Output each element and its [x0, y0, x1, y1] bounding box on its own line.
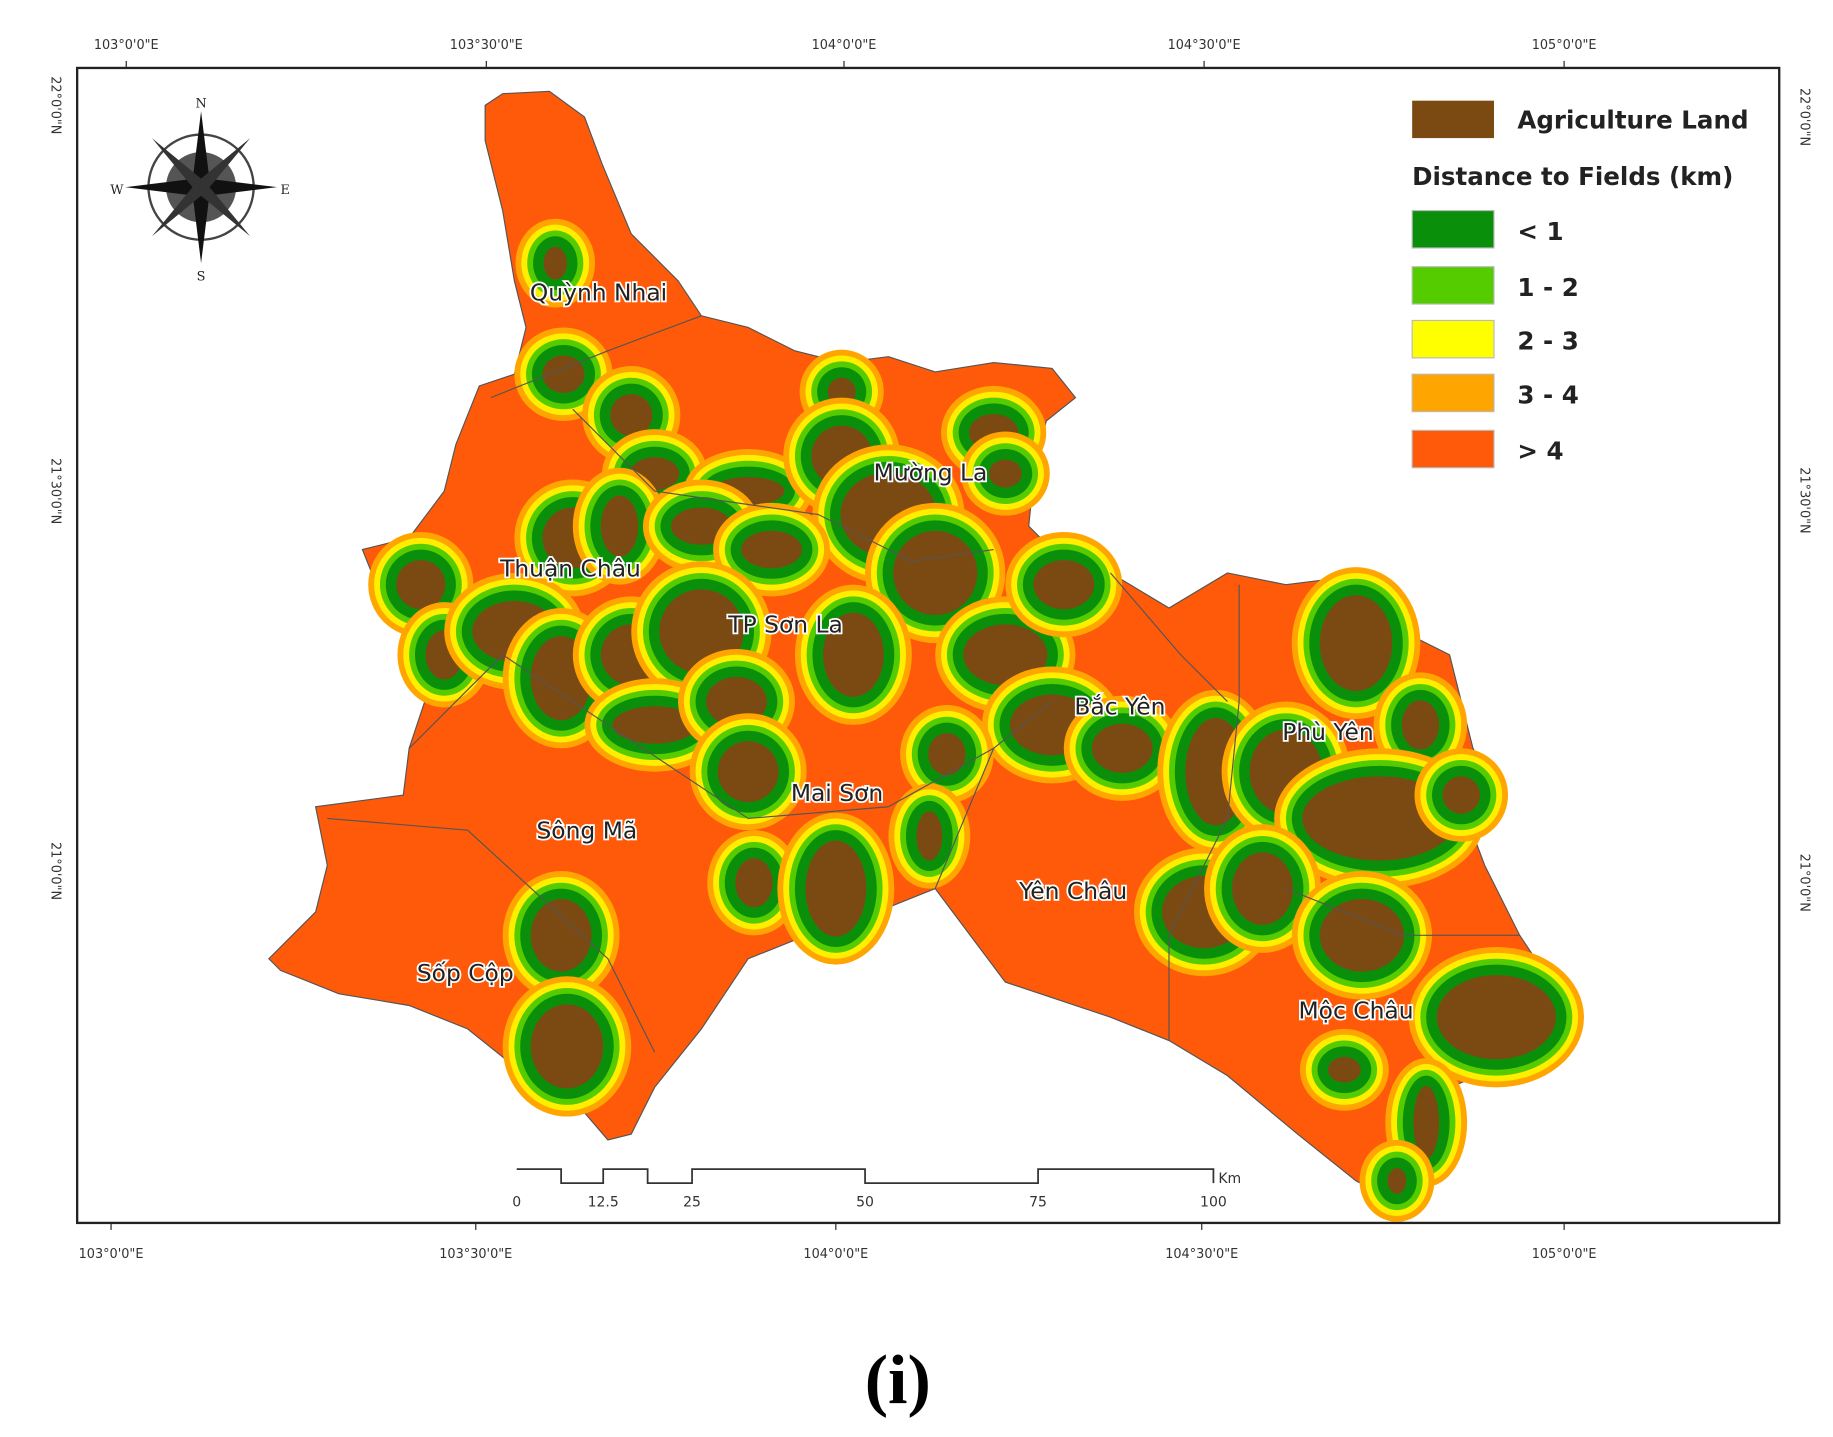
zone [1319, 899, 1404, 972]
caption: (i) [865, 1341, 931, 1419]
zone [1387, 1167, 1407, 1194]
zone [1091, 723, 1153, 773]
graticule-label: 104°30'0"E [1165, 1247, 1238, 1262]
legend-title: Distance to Fields (km) [1412, 162, 1733, 191]
zone [805, 840, 867, 937]
compass-label: E [281, 183, 290, 198]
legend-swatch [1411, 429, 1495, 469]
district-label: Sông Mã [536, 816, 637, 844]
scale-label: 50 [856, 1195, 874, 1211]
scale-label: 0 [512, 1195, 521, 1211]
legend-swatch [1411, 266, 1495, 305]
compass-label: S [197, 270, 206, 285]
zone [893, 530, 978, 616]
zone [612, 706, 697, 744]
district-label: Sốp Cộp [417, 959, 514, 987]
legend-label: Agriculture Land [1517, 106, 1748, 135]
district-label: Thuận Châu [499, 554, 641, 582]
zone [822, 612, 884, 697]
district-label: Yên Châu [1018, 877, 1127, 905]
compass-label: N [195, 97, 206, 112]
graticule-label: 22°0'0"N [1796, 88, 1811, 146]
district-label: Phù Yên [1282, 718, 1374, 746]
zone [735, 858, 773, 908]
zone [610, 394, 653, 437]
district-label: Mường La [874, 459, 988, 487]
scale-unit: Km [1218, 1171, 1241, 1187]
scale-label: 25 [683, 1195, 701, 1211]
scale-label: 100 [1200, 1195, 1227, 1211]
legend-label: > 4 [1517, 437, 1563, 466]
legend-swatch [1411, 373, 1495, 413]
graticule-label: 103°0'0"E [79, 1247, 144, 1262]
zone [741, 530, 802, 569]
zone [1442, 776, 1480, 814]
legend-swatch [1411, 209, 1495, 249]
compass-label: W [110, 183, 124, 198]
district-borders [327, 315, 1520, 1053]
zone [928, 733, 966, 776]
legend-label: 2 - 3 [1517, 327, 1578, 356]
graticule-label: 104°30'0"E [1168, 38, 1241, 53]
zone [543, 246, 567, 280]
zone [963, 624, 1048, 686]
zone [530, 899, 592, 972]
zone [1033, 560, 1095, 610]
graticule-label: 105°0'0"E [1532, 1247, 1597, 1262]
graticule-label: 21°0'0"N [47, 842, 62, 900]
graticule-label: 21°0'0"N [1796, 854, 1811, 912]
scale-label: 75 [1029, 1195, 1047, 1211]
zone [1436, 975, 1556, 1060]
zone [916, 811, 943, 861]
graticule-label: 103°30'0"E [450, 38, 523, 53]
legend-label: 3 - 4 [1517, 380, 1578, 409]
graticule-label: 21°30'0"N [47, 458, 62, 524]
district-label: Mộc Châu [1299, 996, 1414, 1024]
graticule-label: 21°30'0"N [1796, 467, 1811, 533]
legend: Agriculture Land Distance to Fields (km) [1412, 100, 1749, 191]
legend-label: 1 - 2 [1517, 273, 1578, 302]
zone [396, 560, 446, 610]
district-label: TP Sơn La [727, 611, 843, 639]
zone [1401, 700, 1440, 750]
distance-zones [368, 218, 1585, 1222]
zone [988, 459, 1022, 488]
zone [1327, 1056, 1361, 1083]
graticule-label: 104°0'0"E [812, 38, 877, 53]
legend-label: < 1 [1517, 217, 1563, 246]
zone [717, 741, 779, 803]
scale-bar [516, 1168, 1215, 1185]
graticule-label: 103°0'0"E [94, 38, 159, 53]
scale-label: 12.5 [588, 1195, 619, 1211]
graticule-label: 103°30'0"E [439, 1247, 512, 1262]
district-label: Quỳnh Nhai [530, 279, 667, 307]
zone [600, 495, 639, 557]
zone [1413, 1086, 1440, 1159]
legend-swatch [1411, 319, 1495, 359]
legend-swatch [1412, 100, 1494, 139]
graticule-label: 22°0'0"N [47, 76, 62, 134]
zone [1232, 852, 1293, 925]
zone [1319, 595, 1393, 692]
zone [530, 1004, 604, 1089]
graticule-label: 105°0'0"E [1532, 38, 1597, 53]
district-label: Mai Sơn [791, 779, 883, 807]
district-label: Bắc Yên [1074, 692, 1165, 720]
compass-rose [125, 111, 278, 264]
graticule-label: 104°0'0"E [803, 1247, 868, 1262]
